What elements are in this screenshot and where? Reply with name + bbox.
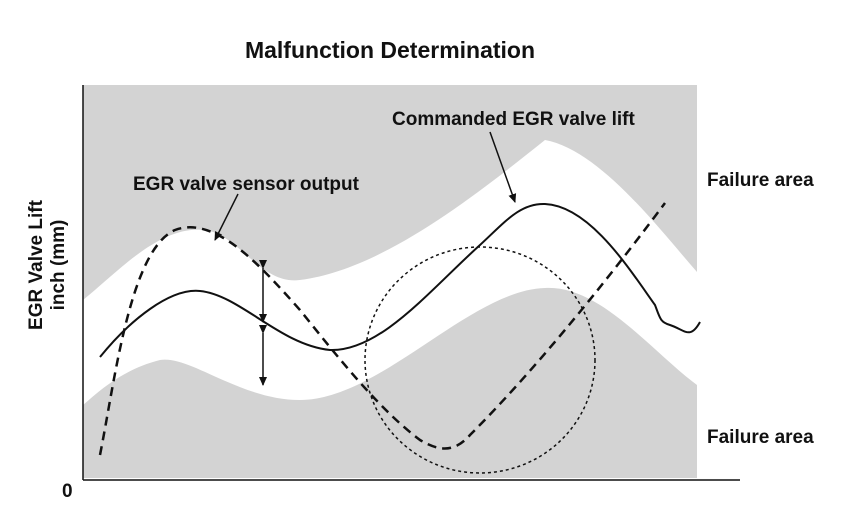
title: Malfunction Determination <box>245 37 535 63</box>
commanded-curve <box>99 202 701 358</box>
leader-arrow <box>214 193 239 241</box>
leader-arrow <box>489 131 517 203</box>
fault-circle <box>364 246 596 474</box>
origin-label: 0 <box>62 481 73 502</box>
failure-label: Failure area <box>707 170 814 191</box>
y-axis-label: EGR Valve Lift <box>26 199 47 330</box>
commanded-label: Commanded EGR valve lift <box>392 109 636 130</box>
failure-label: Failure area <box>707 427 814 448</box>
normal-band <box>83 140 697 405</box>
y-axis-label: inch (mm) <box>48 220 69 311</box>
y-axis-title: EGR Valve Lift inch (mm) <box>26 199 69 330</box>
sensor-label: EGR valve sensor output <box>133 174 360 195</box>
